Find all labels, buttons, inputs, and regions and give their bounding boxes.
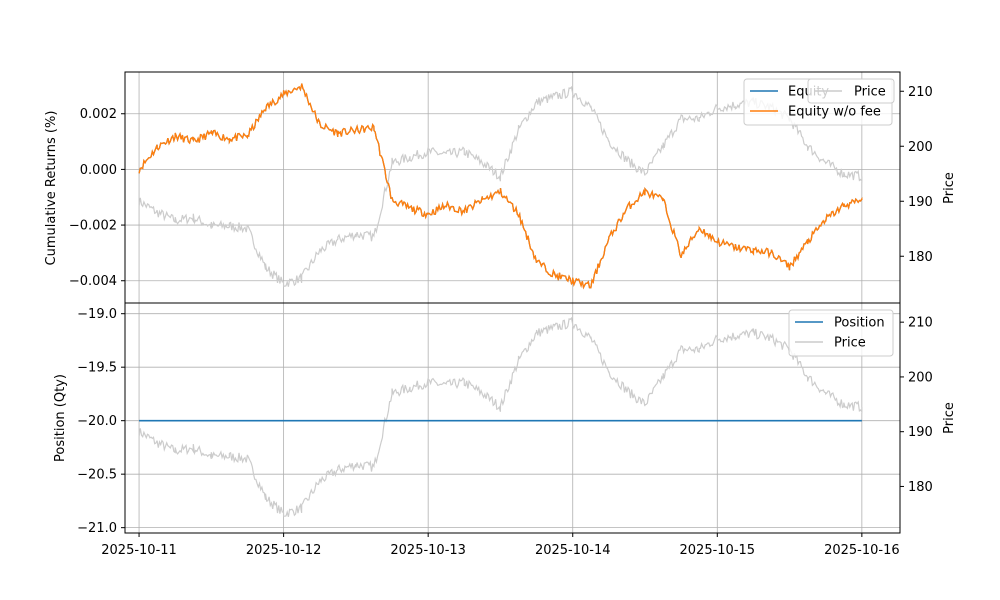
bottom-legend: Position Price: [788, 309, 894, 357]
series-line-price-bottom: [138, 316, 863, 517]
bottom-series: [138, 316, 863, 517]
bottom-y-ticks: −19.0 −19.5 −20.0 −20.5 −21.0: [77, 307, 125, 536]
bottom-x-ticks: 2025-10-11 2025-10-12 2025-10-13 2025-10-14…: [101, 533, 900, 558]
series-line-price-top: [138, 85, 863, 287]
top-y-ticks: −0.004 −0.002 0.000 0.002: [69, 107, 125, 289]
y-tick-label-right: 200: [908, 370, 933, 385]
top-panel: −0.004 −0.002 0.000 0.002 180 190 200 210 Cumu…: [44, 71, 957, 304]
legend-label-equity-wo-fee: Equity w/o fee: [788, 105, 881, 120]
top-legend-price: Price: [807, 78, 895, 104]
x-tick-label: 2025-10-11: [101, 543, 177, 558]
y-tick-label-right: 180: [908, 250, 933, 265]
x-tick-label: 2025-10-13: [390, 543, 466, 558]
y-tick-label-right: 190: [908, 425, 933, 440]
bottom-y-axis-label-right: Price: [942, 402, 957, 434]
y-tick-label: −0.004: [69, 274, 117, 289]
y-tick-label: 0.002: [80, 107, 117, 122]
top-y-ticks-right: 180 190 200 210: [900, 85, 933, 265]
bottom-y-axis-label: Position (Qty): [53, 374, 68, 462]
bottom-panel: −19.0 −19.5 −20.0 −20.5 −21.0 180 190 200 210 2…: [53, 302, 957, 558]
y-tick-label-right: 180: [908, 480, 933, 495]
top-legend-price-box: [807, 78, 895, 104]
y-tick-label: −21.0: [77, 521, 117, 536]
x-tick-label: 2025-10-14: [535, 543, 611, 558]
y-tick-label-right: 190: [908, 195, 933, 210]
y-tick-label: −20.0: [77, 414, 117, 429]
x-tick-label: 2025-10-15: [680, 543, 756, 558]
y-tick-label: −20.5: [77, 468, 117, 483]
y-tick-label: −0.002: [69, 219, 117, 234]
y-tick-label: 0.000: [80, 163, 117, 178]
bottom-plot-frame: [124, 302, 901, 534]
y-tick-label-right: 210: [908, 316, 933, 331]
series-line-equity-wo-fee: [138, 83, 863, 290]
legend-label-position: Position: [834, 316, 885, 331]
y-tick-label: −19.0: [77, 307, 117, 322]
y-tick-label: −19.5: [77, 361, 117, 376]
top-y-axis-label: Cumulative Returns (%): [44, 111, 59, 266]
bottom-y-ticks-right: 180 190 200 210: [900, 316, 933, 495]
x-tick-label: 2025-10-16: [824, 543, 900, 558]
x-tick-label: 2025-10-12: [246, 543, 322, 558]
y-tick-label-right: 200: [908, 140, 933, 155]
top-series: [138, 83, 863, 290]
top-y-axis-label-right: Price: [942, 172, 957, 204]
y-tick-label-right: 210: [908, 85, 933, 100]
legend-label-price-bottom: Price: [834, 336, 866, 351]
legend-label-price-top: Price: [854, 85, 886, 100]
